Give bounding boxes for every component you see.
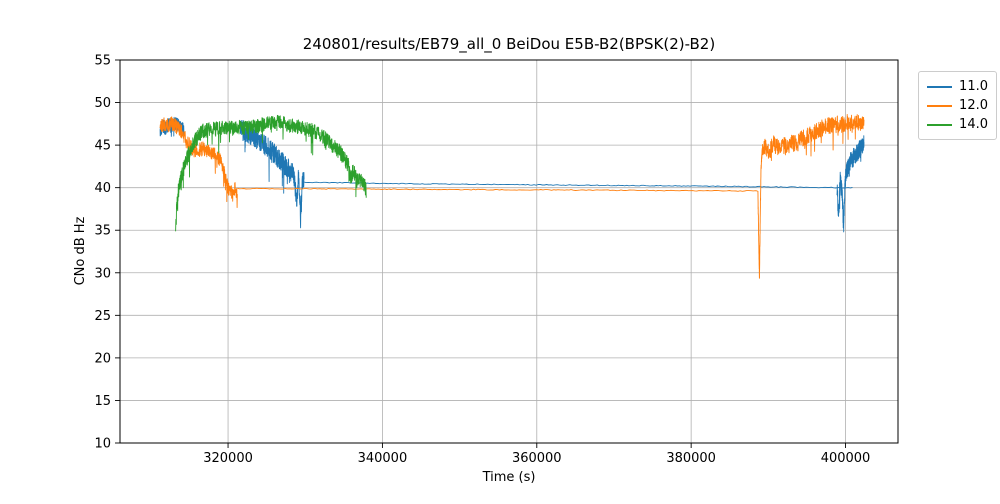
x-tick-label: 340000 bbox=[358, 451, 408, 466]
series-line-14.0 bbox=[175, 125, 202, 232]
y-tick-label: 45 bbox=[94, 139, 111, 154]
y-axis-label: CNo dB Hz bbox=[73, 216, 88, 285]
legend-line-swatch bbox=[927, 85, 953, 88]
series-line-11.0 bbox=[303, 181, 853, 189]
axes: 10 15 20 25 30 35 40 45 50 55 320000 340000 360000 38… bbox=[94, 54, 899, 466]
y-tick-label: 30 bbox=[94, 266, 111, 281]
y-tick-label: 25 bbox=[94, 309, 111, 324]
x-tick-label: 360000 bbox=[512, 451, 562, 466]
x-tick-label: 400000 bbox=[821, 451, 871, 466]
y-tick-label: 50 bbox=[94, 96, 111, 111]
series-lines bbox=[159, 114, 865, 279]
y-tick-label: 20 bbox=[94, 351, 111, 366]
grid bbox=[120, 59, 898, 444]
legend: 11.0 12.0 14.0 bbox=[918, 71, 997, 140]
legend-label: 11.0 bbox=[959, 79, 988, 94]
series-line-11.0 bbox=[239, 119, 305, 229]
series-line-14.0 bbox=[323, 129, 367, 198]
legend-line-swatch bbox=[927, 123, 953, 126]
y-tick-label: 55 bbox=[94, 54, 111, 69]
series-line-12.0 bbox=[237, 187, 758, 192]
chart-title: 240801/results/EB79_all_0 BeiDou E5B-B2(… bbox=[303, 35, 715, 54]
series-line-12.0 bbox=[159, 116, 238, 208]
x-axis-label: Time (s) bbox=[482, 470, 536, 485]
legend-item: 12.0 bbox=[927, 96, 988, 115]
legend-line-swatch bbox=[927, 104, 953, 107]
x-tick-label: 380000 bbox=[666, 451, 716, 466]
y-tick-label: 35 bbox=[94, 224, 111, 239]
y-tick-label: 15 bbox=[94, 394, 111, 409]
series-line-11.0 bbox=[836, 135, 865, 233]
plot-frame bbox=[119, 59, 899, 444]
series-line-12.0 bbox=[757, 154, 763, 279]
legend-label: 14.0 bbox=[959, 117, 988, 132]
legend-item: 14.0 bbox=[927, 115, 988, 134]
y-tick-label: 40 bbox=[94, 181, 111, 196]
series-line-12.0 bbox=[761, 114, 865, 161]
series-line-14.0 bbox=[200, 114, 325, 156]
legend-label: 12.0 bbox=[959, 98, 988, 113]
y-tick-label: 10 bbox=[94, 437, 111, 452]
legend-item: 11.0 bbox=[927, 77, 988, 96]
x-tick-label: 320000 bbox=[203, 451, 253, 466]
